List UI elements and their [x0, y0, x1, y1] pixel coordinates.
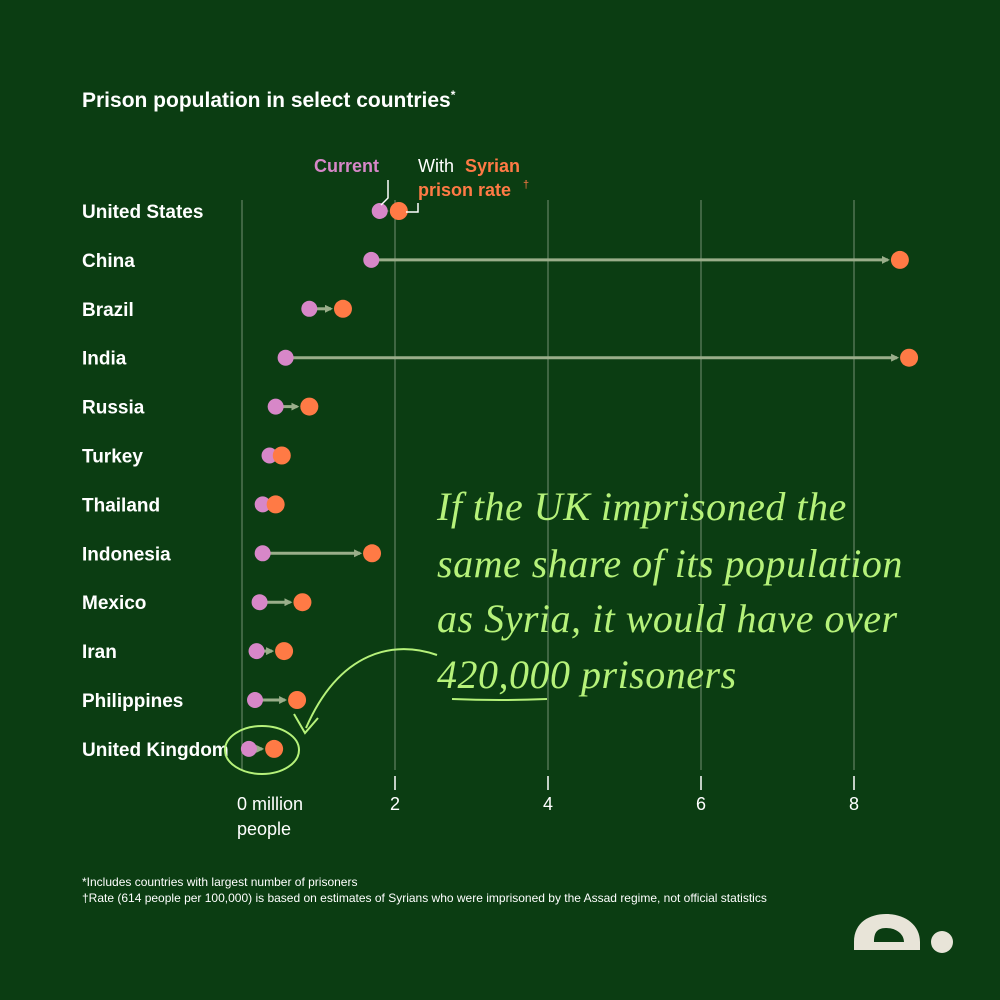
- dumbbell-row: Iran: [82, 642, 294, 663]
- footnotes: *Includes countries with largest number …: [82, 874, 767, 906]
- country-label: Indonesia: [82, 544, 171, 565]
- data-rows: United States China Brazil India Russia Turke…: [82, 202, 919, 761]
- country-label: Iran: [82, 642, 117, 663]
- legend: Current With Syrian prison rate †: [314, 156, 529, 213]
- current-dot: [371, 203, 388, 219]
- syrian-rate-dot: [293, 593, 312, 612]
- current-dot: [248, 643, 265, 660]
- legend-syrian-label-line1: Syrian: [465, 156, 520, 176]
- syrian-rate-dot: [266, 495, 285, 514]
- annotation-arrowhead: [293, 713, 319, 735]
- dumbbell-row: India: [82, 348, 919, 370]
- syrian-rate-dot: [275, 642, 294, 661]
- syrian-rate-dot: [890, 250, 909, 269]
- gridlines: [241, 200, 855, 770]
- current-dot: [267, 398, 284, 415]
- annotation-arrow: [305, 648, 438, 729]
- current-dot: [254, 496, 271, 513]
- syrian-rate-dot: [363, 544, 382, 563]
- current-dot: [301, 300, 318, 317]
- dumbbell-row: Philippines: [82, 691, 307, 712]
- current-dot: [247, 692, 264, 708]
- legend-syrian-label-line2: prison rate: [418, 180, 511, 200]
- country-label: Russia: [82, 398, 145, 419]
- country-label: India: [82, 349, 127, 370]
- country-label: Philippines: [82, 691, 183, 712]
- current-dot: [277, 349, 294, 366]
- legend-current-connector: [380, 180, 389, 206]
- uk-highlight-circle: [224, 725, 300, 775]
- syrian-rate-dot: [288, 691, 307, 709]
- annotation-line-1: If the UK imprisoned the: [436, 484, 847, 529]
- annotation: If the UK imprisoned the same share of i…: [224, 484, 903, 775]
- title-footnote-mark: *: [450, 88, 456, 102]
- x-tick-label: 4: [543, 794, 553, 814]
- legend-syrian-connector: [406, 203, 419, 213]
- x-tick-label: 8: [849, 794, 859, 814]
- syrian-rate-dot: [900, 348, 919, 367]
- x-tick-label: 0 million: [237, 794, 303, 814]
- dumbbell-row: Turkey: [82, 446, 291, 468]
- dumbbell-row: China: [82, 250, 909, 272]
- x-axis: 0 million people 2 4 6 8: [237, 776, 859, 839]
- annotation-line-2: same share of its population: [437, 541, 903, 586]
- x-tick-label: 6: [696, 794, 706, 814]
- dumbbell-row: Mexico: [82, 593, 312, 614]
- syrian-rate-dot: [300, 397, 319, 416]
- country-label: Turkey: [82, 447, 143, 468]
- dumbbell-chart: 0 million people 2 4 6 8 United States China Br…: [82, 156, 919, 839]
- x-tick-sublabel: people: [237, 819, 291, 839]
- dumbbell-row: Russia: [82, 397, 319, 419]
- dumbbell-row: Brazil: [82, 299, 352, 321]
- syrian-rate-dot: [389, 202, 408, 220]
- chart-title: Prison population in select countries*: [82, 88, 455, 113]
- dumbbell-row: Thailand: [82, 495, 285, 516]
- current-dot: [363, 251, 380, 268]
- syrian-rate-dot: [265, 739, 284, 758]
- dumbbell-row: United States: [82, 202, 408, 223]
- current-dot: [254, 545, 271, 562]
- current-dot: [251, 594, 268, 611]
- country-label: United States: [82, 202, 203, 223]
- legend-dagger: †: [523, 179, 529, 191]
- legend-with-label: With: [418, 156, 454, 176]
- footnote-2: †Rate (614 people per 100,000) is based …: [82, 891, 767, 905]
- footnote-1: *Includes countries with largest number …: [82, 875, 358, 889]
- current-dot: [240, 740, 257, 757]
- legend-current-label: Current: [314, 156, 379, 176]
- country-label: Thailand: [82, 495, 160, 516]
- chart-title-text: Prison population in select countries: [82, 89, 451, 112]
- x-tick-label: 2: [390, 794, 400, 814]
- country-label: Brazil: [82, 300, 134, 321]
- brand-logo: [854, 914, 953, 953]
- annotation-underline: [451, 698, 548, 701]
- dumbbell-row: Indonesia: [82, 544, 382, 565]
- annotation-line-4: 420,000 prisoners: [437, 652, 737, 697]
- country-label: China: [82, 251, 135, 272]
- syrian-rate-dot: [272, 446, 291, 465]
- current-dot: [261, 447, 278, 464]
- country-label: United Kingdom: [82, 740, 229, 761]
- dumbbell-row: United Kingdom: [82, 739, 284, 761]
- annotation-line-3: as Syria, it would have over: [437, 596, 898, 641]
- country-label: Mexico: [82, 593, 146, 614]
- syrian-rate-dot: [333, 299, 352, 318]
